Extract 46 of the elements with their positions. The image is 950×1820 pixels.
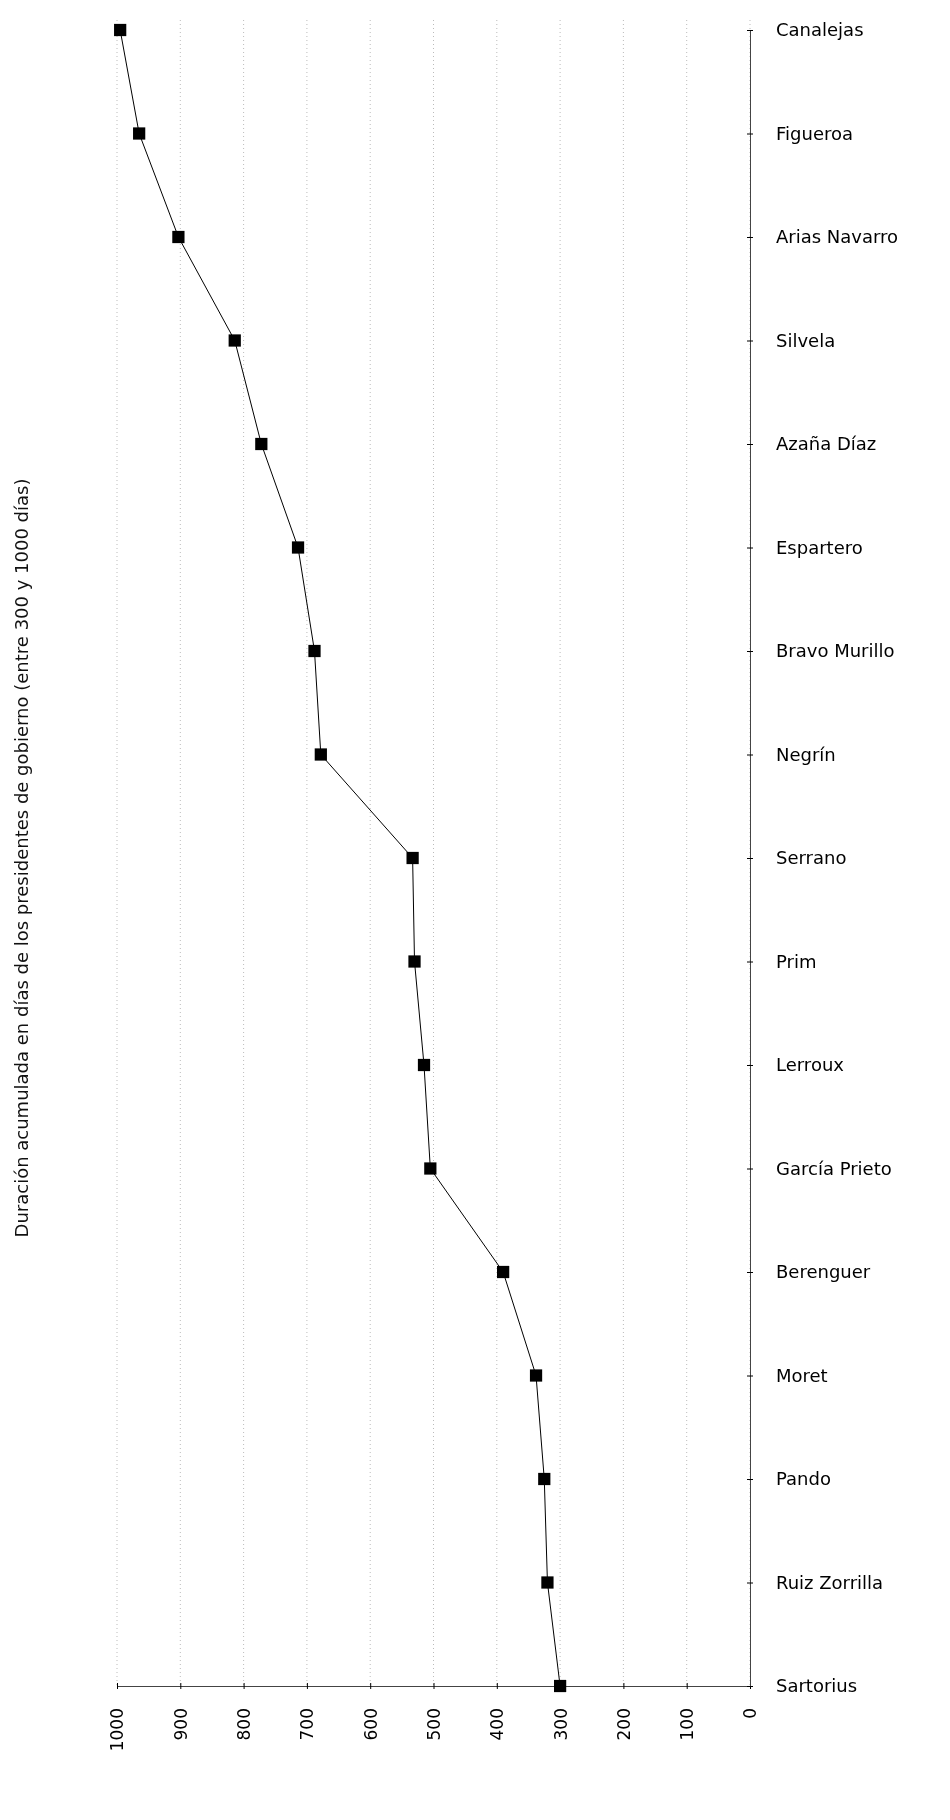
y-tick-label: Moret bbox=[776, 1364, 828, 1386]
x-tick-label: 600 bbox=[360, 1708, 381, 1741]
x-tick-label: 300 bbox=[550, 1708, 571, 1741]
point bbox=[538, 1472, 551, 1486]
point bbox=[255, 437, 268, 451]
y-axis-title: Duración acumulada en días de los presidentes de gobierno (entre 300 y 1000 días) bbox=[11, 478, 32, 1238]
point bbox=[497, 1265, 510, 1279]
point bbox=[541, 1576, 554, 1589]
y-tick-label: Serrano bbox=[776, 847, 847, 869]
y-tick-label: Sartorius bbox=[776, 1675, 858, 1697]
y-tick-label: Pando bbox=[776, 1468, 831, 1490]
y-tick-label: Canalejas bbox=[776, 19, 864, 41]
y-tick-label: Ruiz Zorrilla bbox=[776, 1571, 884, 1593]
point bbox=[408, 955, 421, 968]
y-tick-label: Azaña Díaz bbox=[776, 433, 877, 455]
y-tick-label: Espartero bbox=[776, 536, 863, 558]
y-tick-label: Arias Navarro bbox=[776, 226, 899, 248]
point bbox=[406, 851, 419, 865]
y-tick-label: Negrín bbox=[776, 743, 836, 765]
point bbox=[114, 23, 127, 37]
x-tick-label: 100 bbox=[677, 1708, 698, 1741]
x-tick-label: 900 bbox=[170, 1708, 191, 1741]
point bbox=[553, 1679, 567, 1693]
x-tick-label: 800 bbox=[234, 1708, 255, 1741]
y-tick-label: Berenguer bbox=[776, 1261, 871, 1283]
point bbox=[529, 1369, 543, 1382]
x-tick-label: 200 bbox=[613, 1708, 634, 1741]
y-tick-label: Lerroux bbox=[776, 1054, 845, 1076]
y-tick-label: García Prieto bbox=[776, 1157, 892, 1179]
y-tick-label: Bravo Murillo bbox=[776, 640, 895, 662]
y-tick-label: Prim bbox=[776, 950, 817, 972]
y-tick-label: Silvela bbox=[776, 329, 836, 351]
x-tick-label: 500 bbox=[423, 1708, 444, 1741]
point bbox=[133, 127, 146, 140]
point bbox=[424, 1162, 437, 1175]
x-tick-label: 1000 bbox=[107, 1708, 128, 1752]
point bbox=[417, 1058, 431, 1072]
point bbox=[314, 748, 327, 761]
y-tick-label: Figueroa bbox=[776, 122, 854, 144]
point bbox=[291, 541, 305, 554]
point bbox=[308, 644, 321, 658]
x-tick-label: 400 bbox=[487, 1708, 508, 1741]
x-tick-label: 700 bbox=[297, 1708, 318, 1741]
x-tick-label: 0 bbox=[740, 1708, 761, 1719]
point bbox=[228, 334, 241, 347]
point bbox=[172, 230, 185, 244]
